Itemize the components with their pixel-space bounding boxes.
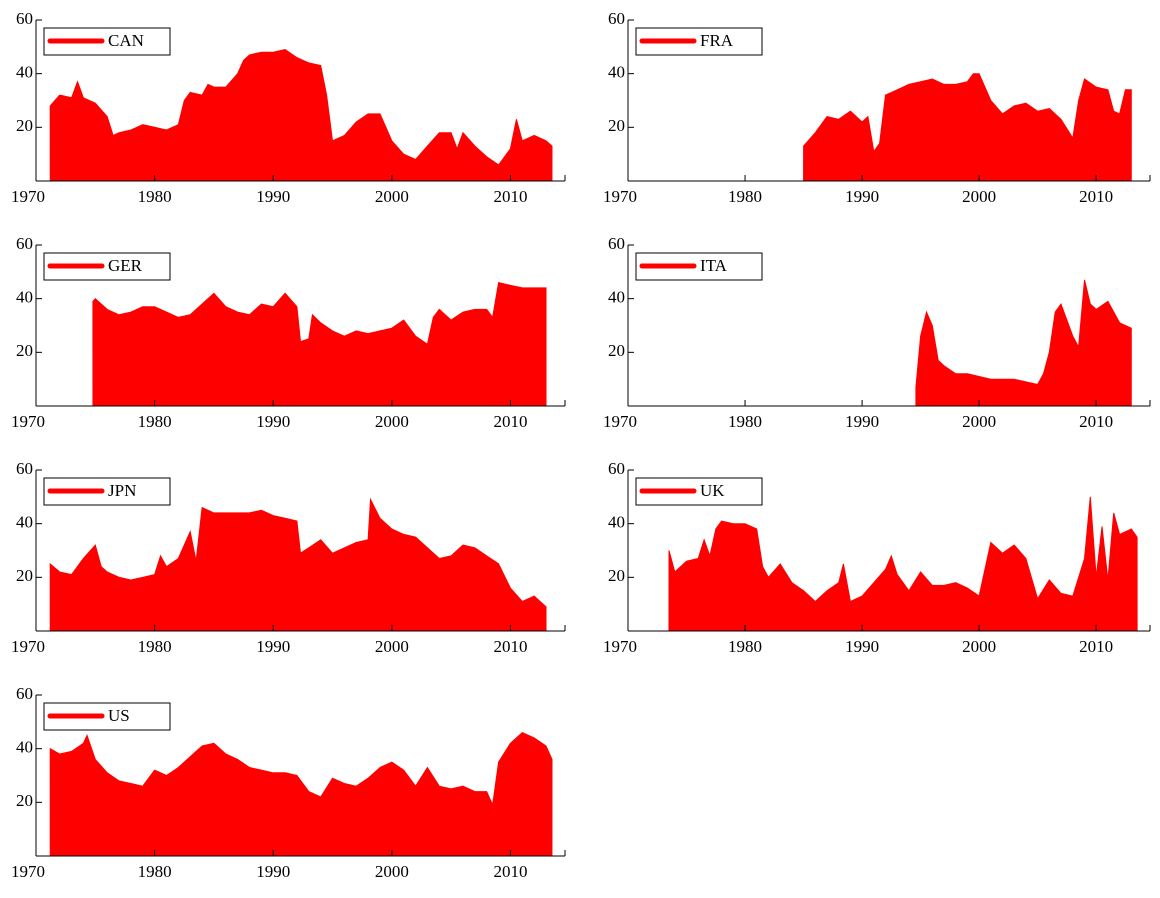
x-tick-label: 1990 [845, 187, 879, 206]
x-tick-label: 1980 [728, 187, 762, 206]
x-tick-label: 1980 [138, 412, 172, 431]
y-tick-label: 40 [16, 738, 33, 757]
y-tick-label: 60 [16, 234, 33, 253]
y-tick-label: 20 [16, 566, 33, 585]
x-tick-label: 2010 [1079, 637, 1113, 656]
y-tick-label: 20 [608, 341, 625, 360]
x-tick-label: 2000 [375, 412, 409, 431]
x-tick-label: 1980 [138, 862, 172, 881]
x-tick-label: 2000 [375, 862, 409, 881]
area [49, 497, 547, 632]
x-tick-label: 1980 [728, 637, 762, 656]
y-tick-label: 40 [608, 288, 625, 307]
legend-box [635, 27, 763, 56]
legend-label: JPN [108, 481, 136, 500]
x-tick-label: 1990 [256, 187, 290, 206]
y-tick-label: 40 [608, 513, 625, 532]
x-tick-label: 1970 [11, 862, 45, 881]
y-tick-label: 40 [608, 63, 625, 82]
x-tick-label: 1980 [138, 637, 172, 656]
x-tick-label: 1970 [11, 637, 45, 656]
x-tick-label: 1990 [256, 862, 290, 881]
legend-label: CAN [108, 31, 144, 50]
y-tick-label: 20 [608, 566, 625, 585]
x-tick-label: 2010 [1079, 187, 1113, 206]
x-tick-label: 1990 [256, 412, 290, 431]
area [803, 73, 1132, 182]
x-tick-label: 2010 [493, 862, 527, 881]
x-tick-label: 2010 [493, 412, 527, 431]
legend-box [43, 252, 171, 281]
x-tick-label: 1970 [11, 187, 45, 206]
x-tick-label: 1990 [256, 637, 290, 656]
y-tick-label: 40 [16, 63, 33, 82]
x-tick-label: 1980 [728, 412, 762, 431]
x-tick-label: 1990 [845, 637, 879, 656]
y-tick-label: 60 [608, 459, 625, 478]
y-tick-label: 60 [16, 459, 33, 478]
x-tick-label: 1980 [138, 187, 172, 206]
y-tick-label: 20 [16, 116, 33, 135]
y-tick-label: 60 [608, 234, 625, 253]
legend-label: UK [700, 481, 725, 500]
y-tick-label: 40 [16, 288, 33, 307]
x-tick-label: 1970 [603, 412, 637, 431]
legend-label: ITA [700, 256, 728, 275]
x-tick-label: 2000 [375, 637, 409, 656]
x-tick-label: 1970 [603, 637, 637, 656]
x-tick-label: 2010 [493, 187, 527, 206]
x-tick-label: 2000 [962, 187, 996, 206]
area [49, 48, 553, 182]
y-tick-label: 60 [16, 684, 33, 703]
y-tick-label: 60 [608, 9, 625, 28]
x-tick-label: 1970 [11, 412, 45, 431]
y-tick-label: 40 [16, 513, 33, 532]
area [668, 496, 1138, 632]
x-tick-label: 2010 [493, 637, 527, 656]
area [49, 732, 553, 857]
area [915, 279, 1132, 407]
x-tick-label: 1990 [845, 412, 879, 431]
y-tick-label: 20 [16, 341, 33, 360]
area [92, 281, 547, 407]
legend-label: FRA [700, 31, 734, 50]
y-tick-label: 20 [608, 116, 625, 135]
x-tick-label: 2010 [1079, 412, 1113, 431]
x-tick-label: 1970 [603, 187, 637, 206]
x-tick-label: 2000 [962, 637, 996, 656]
y-tick-label: 20 [16, 791, 33, 810]
x-tick-label: 2000 [375, 187, 409, 206]
legend-label: GER [108, 256, 143, 275]
legend-label: US [108, 706, 130, 725]
x-tick-label: 2000 [962, 412, 996, 431]
y-tick-label: 60 [16, 9, 33, 28]
